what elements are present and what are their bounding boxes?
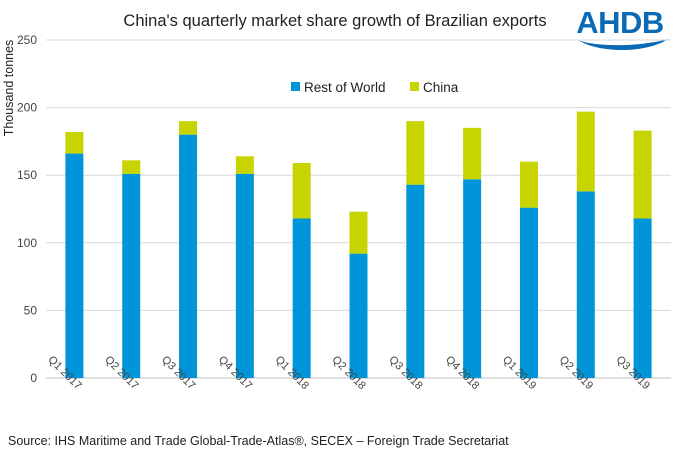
y-axis-ticks: 0 50 100 150 200 250 [17,33,37,385]
bar-rest-of-world [519,207,538,378]
bar-rest-of-world [576,191,595,378]
bar-rest-of-world [463,179,482,378]
bar-rest-of-world [292,218,311,378]
y-tick-label: 250 [17,33,37,47]
bar-china [292,163,311,219]
legend-label-china: China [423,80,459,95]
ahdb-logo: AHDB [576,5,668,51]
bar-china [576,111,595,192]
chart-title: China's quarterly market share growth of… [123,12,546,30]
y-tick-label: 100 [17,236,37,250]
bar-rest-of-world [179,134,198,378]
source-note: Source: IHS Maritime and Trade Global-Tr… [8,434,509,448]
bar-rest-of-world [122,173,141,378]
legend-swatch-china [410,82,419,91]
y-tick-label: 200 [17,101,37,115]
logo-swoosh [578,39,668,51]
y-axis-label: Thousand tonnes [2,40,16,137]
legend-swatch-rest-of-world [291,82,300,91]
bar-china [179,121,198,135]
y-tick-label: 50 [24,303,38,317]
bar-rest-of-world [633,218,652,378]
bar-china [122,160,141,174]
bars [65,111,652,378]
bar-rest-of-world [235,173,254,378]
bar-china [235,156,254,174]
bar-rest-of-world [349,253,368,378]
bar-china [519,161,538,208]
bar-rest-of-world [65,153,84,378]
bar-china [349,211,368,254]
bar-china [65,131,84,154]
y-tick-label: 0 [30,371,37,385]
bar-china [463,127,482,180]
legend-label-rest-of-world: Rest of World [304,80,386,95]
bar-china [406,121,425,185]
logo-text: AHDB [576,5,664,40]
bar-rest-of-world [406,184,425,378]
legend: Rest of World China [291,80,459,95]
bar-china [633,130,652,219]
y-tick-label: 150 [17,168,37,182]
